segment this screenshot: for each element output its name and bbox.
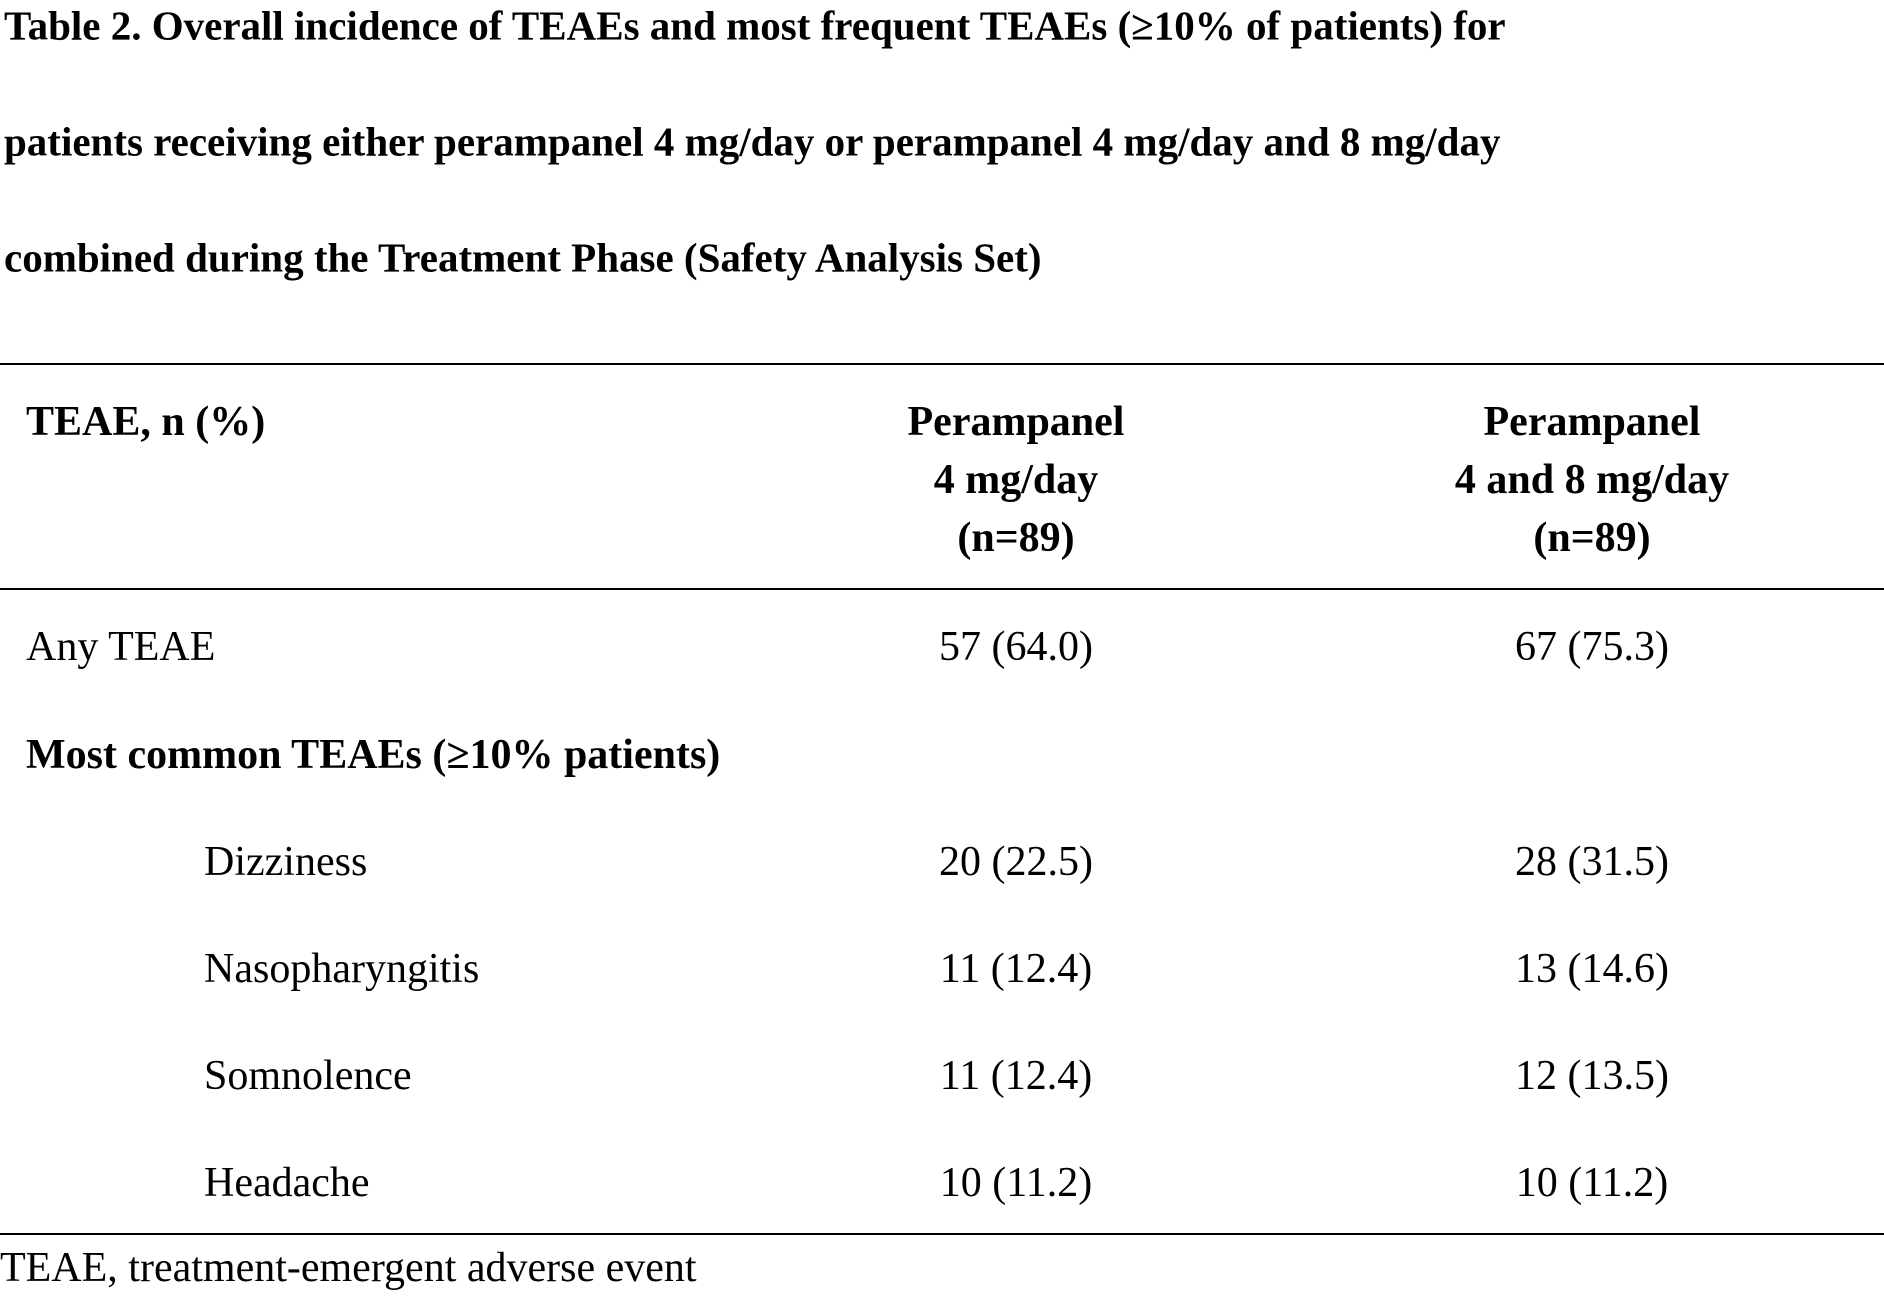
header-cell: Perampanel: [1483, 399, 1701, 445]
header-cell: 4 mg/day: [933, 457, 1099, 503]
bottom-rule: [0, 1233, 1884, 1235]
header-cell: (n=89): [957, 515, 1075, 561]
cell: 28 (31.5): [1515, 839, 1669, 885]
row-label: Headache: [204, 1160, 370, 1206]
header-cell: TEAE, n (%): [26, 399, 266, 445]
cell: 11 (12.4): [939, 946, 1093, 992]
header-cell: 4 and 8 mg/day: [1454, 457, 1730, 503]
header-cell: (n=89): [1533, 515, 1651, 561]
row-label: Any TEAE: [26, 624, 216, 670]
header-rule: [0, 588, 1884, 590]
cell: 20 (22.5): [939, 839, 1093, 885]
title-line: patients receiving either perampanel 4 m…: [4, 118, 1501, 165]
cell: 10 (11.2): [1515, 1160, 1669, 1206]
header-cell: Perampanel: [907, 399, 1125, 445]
cell: 12 (13.5): [1515, 1053, 1669, 1099]
row-label: Somnolence: [204, 1053, 412, 1099]
cell: 11 (12.4): [939, 1053, 1093, 1099]
top-rule: [0, 363, 1884, 365]
title-line: Table 2. Overall incidence of TEAEs and …: [4, 2, 1506, 49]
title-line: combined during the Treatment Phase (Saf…: [4, 234, 1042, 281]
cell: 67 (75.3): [1515, 624, 1669, 670]
row-label: Dizziness: [204, 839, 368, 885]
cell: 10 (11.2): [939, 1160, 1093, 1206]
section-label: Most common TEAEs (≥10% patients): [26, 732, 721, 778]
cell: 13 (14.6): [1515, 946, 1669, 992]
cell: 57 (64.0): [939, 624, 1093, 670]
row-label: Nasopharyngitis: [204, 946, 480, 992]
footnote: TEAE, treatment-emergent adverse event: [0, 1245, 697, 1291]
